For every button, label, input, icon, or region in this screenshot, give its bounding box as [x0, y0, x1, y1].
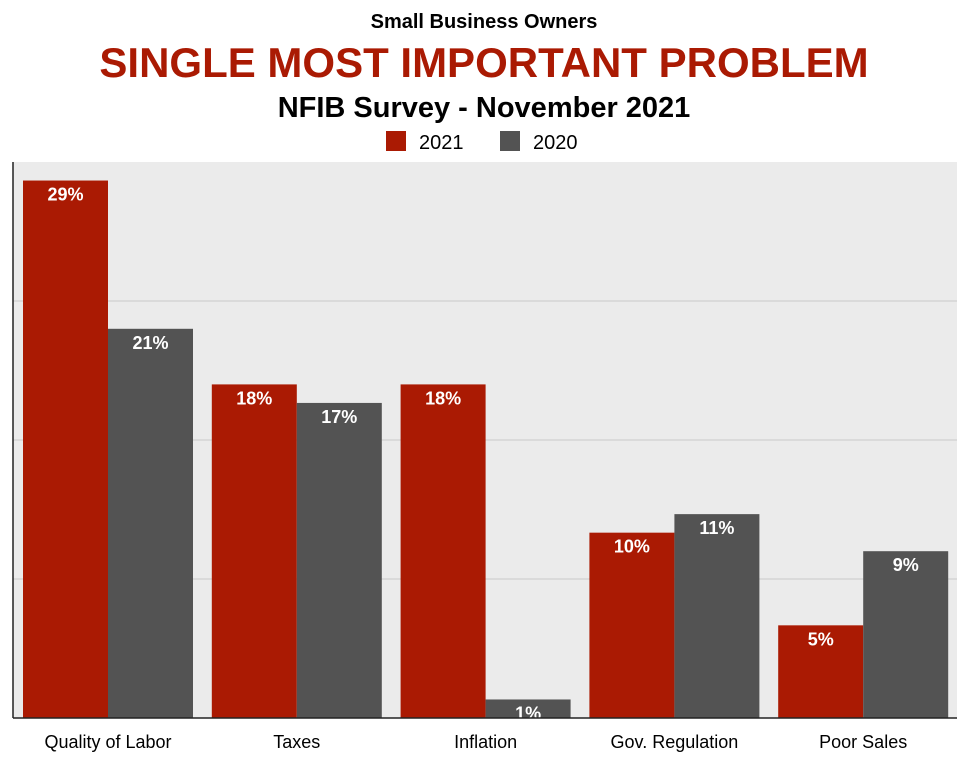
bar-2021-0 [23, 180, 108, 719]
bar-value-label: 17% [321, 407, 357, 427]
bar-value-label: 29% [47, 185, 83, 205]
legend-label-2021: 2021 [419, 132, 464, 154]
bar-value-label: 18% [236, 388, 272, 408]
bar-2021-3 [589, 532, 675, 718]
bar-value-label: 9% [893, 555, 919, 575]
legend-swatch-2021 [386, 131, 406, 151]
chart-supertitle: Small Business Owners [371, 11, 598, 33]
bar-value-label: 21% [132, 333, 168, 353]
chart-title: SINGLE MOST IMPORTANT PROBLEM [99, 39, 868, 86]
bar-value-label: 5% [808, 629, 834, 649]
bar-2021-1 [211, 384, 297, 718]
bar-2020-3 [674, 514, 760, 718]
x-tick-label: Poor Sales [819, 732, 907, 752]
bar-value-label: 11% [699, 518, 734, 538]
chart-subtitle: NFIB Survey - November 2021 [278, 92, 691, 124]
legend: 2021 2020 [386, 131, 578, 154]
x-tick-label: Taxes [273, 732, 320, 752]
bar-2021-4 [778, 625, 864, 718]
legend-label-2020: 2020 [533, 132, 578, 154]
x-tick-label: Gov. Regulation [611, 732, 739, 752]
bar-value-label: 10% [614, 537, 650, 557]
bar-value-labels: 29% 21% 18% 17% 18% 1% 10% 11% 5% 9% [47, 185, 918, 724]
x-axis-tick-labels: Quality of Labor Taxes Inflation Gov. Regul… [44, 732, 907, 752]
bar-2020-1 [296, 402, 382, 718]
bars [23, 180, 949, 719]
legend-swatch-2020 [500, 131, 520, 151]
bar-value-label: 1% [515, 703, 541, 723]
x-tick-label: Inflation [454, 732, 517, 752]
bar-2020-2 [485, 699, 571, 718]
x-tick-label: Quality of Labor [44, 732, 171, 752]
bar-2021-2 [400, 384, 486, 718]
bar-2020-0 [108, 328, 193, 718]
bar-value-label: 18% [425, 388, 461, 408]
bar-2020-4 [863, 551, 949, 718]
